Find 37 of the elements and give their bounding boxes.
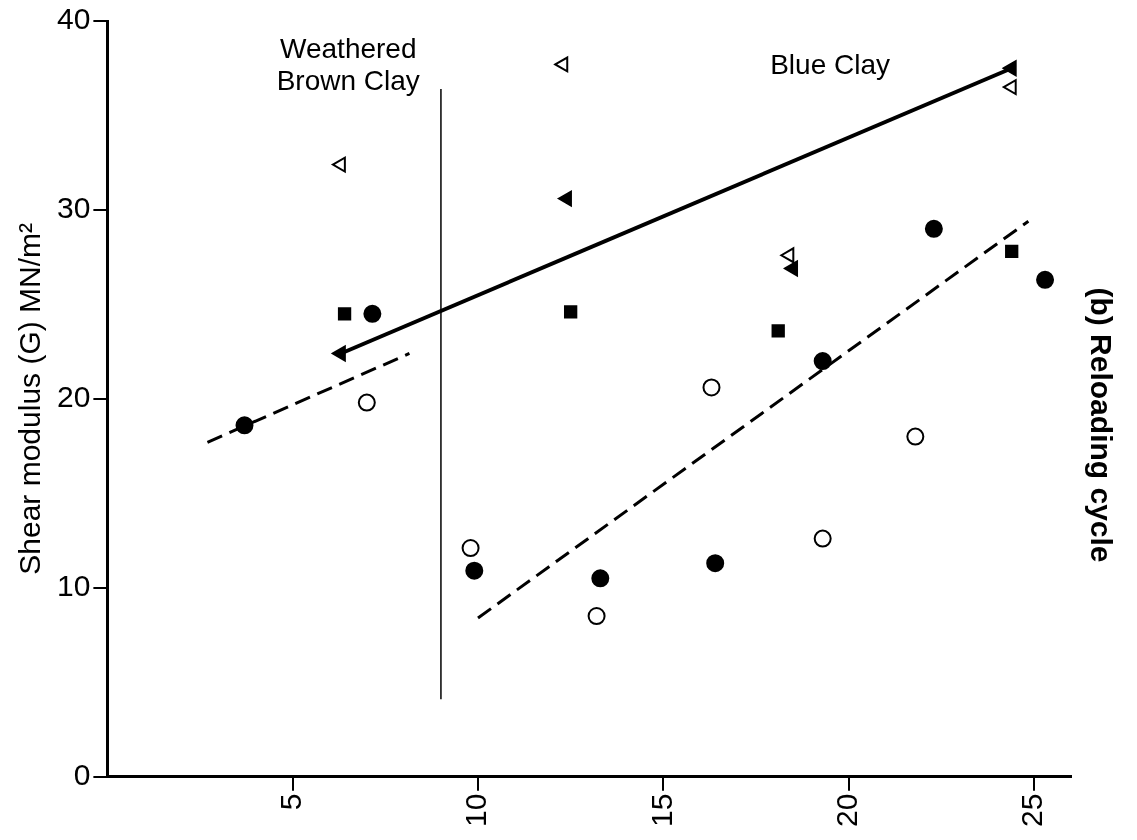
y-tick-label: 20: [56, 380, 91, 414]
annotation: Blue Clay: [770, 48, 891, 80]
point: [1002, 79, 1017, 96]
point: [357, 393, 376, 412]
y-tick-label: 0: [73, 757, 91, 791]
point: [554, 56, 569, 73]
point: [363, 304, 382, 323]
x-tick-label: 5: [273, 793, 307, 811]
point: [706, 554, 725, 573]
annotation: Weathered Brown Clay: [276, 32, 420, 96]
point: [906, 427, 925, 446]
x-tick-label: 20: [829, 793, 863, 828]
point: [924, 219, 943, 238]
point: [813, 529, 832, 548]
text: (b) Reloading cycle: [1084, 287, 1118, 563]
point: [564, 305, 578, 319]
y-tick-label: 10: [56, 568, 91, 602]
point: [337, 307, 352, 321]
point: [784, 260, 799, 277]
x-tick-label: 15: [644, 793, 678, 828]
point: [771, 324, 785, 338]
point: [587, 607, 606, 626]
point: [461, 539, 480, 558]
point: [591, 569, 610, 588]
x-tick-label: 10: [459, 793, 493, 828]
y-tick-label: 30: [56, 191, 91, 225]
x-tick-label: 25: [1015, 793, 1049, 828]
point: [235, 416, 254, 435]
point: [780, 247, 795, 264]
point: [1036, 270, 1055, 289]
point: [702, 378, 721, 397]
point: [813, 352, 832, 371]
point: [465, 561, 484, 580]
y-axis-title: Shear modulus (G) MN/m²: [13, 222, 47, 575]
point: [1002, 60, 1017, 77]
point: [1005, 244, 1019, 259]
y-tick-label: 40: [56, 2, 91, 36]
